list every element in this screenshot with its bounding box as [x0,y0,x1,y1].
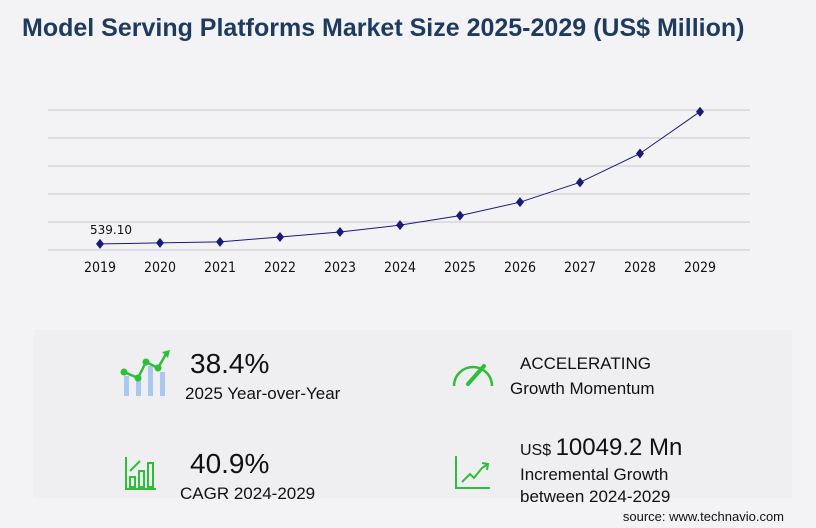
speedometer-icon [452,364,494,387]
trend-up-icon [455,456,490,489]
x-tick-label: 2023 [324,260,356,276]
x-tick-label: 2020 [144,260,176,276]
data-point [456,210,464,221]
data-point [516,197,524,208]
data-point [216,236,224,247]
incremental-value: US$ 10049.2 Mn [520,434,682,462]
momentum-label: Growth Momentum [510,379,655,398]
yoy-value: 38.4% [190,348,270,379]
bar-chart-icon [125,457,156,490]
data-point [96,238,104,249]
x-tick-label: 2028 [624,260,656,276]
line-chart: 2019 539.10 2020 2021 2022 2023 2024 2025 2026 20… [48,106,750,276]
x-tick-label: 2026 [504,260,536,276]
data-point [396,220,404,231]
x-tick-label: 2019 [84,260,116,276]
data-point [156,237,164,248]
data-point [696,106,704,117]
data-point [636,148,644,159]
momentum-value: ACCELERATING [520,354,651,373]
data-label: 539.10 [90,223,132,237]
yoy-label: 2025 Year-over-Year [185,384,341,403]
x-tick-label: 2027 [564,260,596,276]
incremental-label-2: between 2024-2029 [520,487,671,506]
data-point [336,226,344,237]
stats-panel [34,330,792,498]
cagr-label: CAGR 2024-2029 [180,484,316,503]
x-tick-label: 2029 [684,260,716,276]
cagr-value: 40.9% [190,448,270,479]
source-credit: source: www.technavio.com [622,509,784,524]
x-tick-label: 2025 [444,260,476,276]
x-tick-label: 2022 [264,260,296,276]
chart-title: Model Serving Platforms Market Size 2025… [22,14,745,42]
incremental-amount: 10049.2 Mn [555,434,683,461]
currency-prefix: US$ [520,442,552,459]
data-point [576,177,584,188]
growth-chart-icon [120,350,170,396]
x-tick-label: 2024 [384,260,416,276]
x-tick-label: 2021 [204,260,236,276]
data-point [276,231,284,242]
incremental-label-1: Incremental Growth [520,465,669,484]
